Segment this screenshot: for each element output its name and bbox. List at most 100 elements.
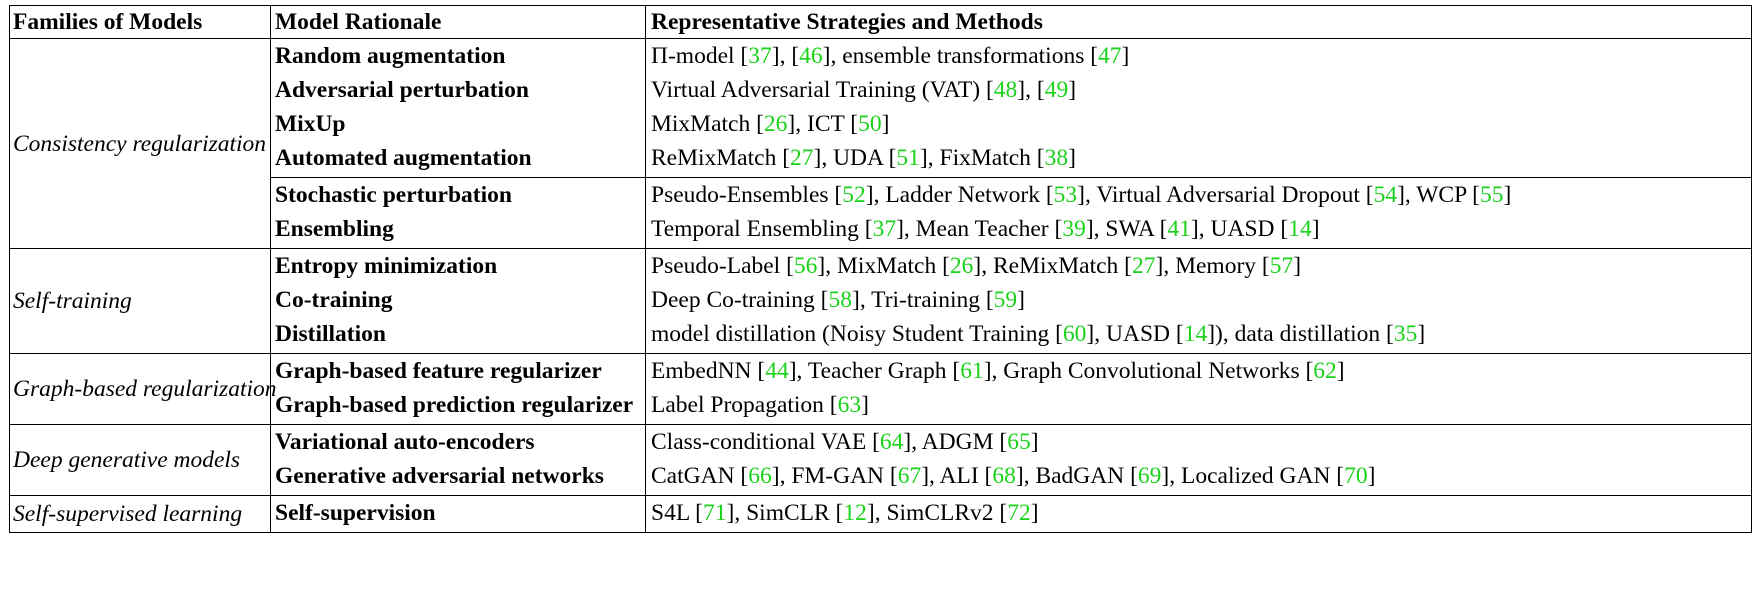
rationale-cell: Co-training [275,287,393,313]
citation-link[interactable]: 51 [896,145,920,171]
citation-link[interactable]: 61 [960,358,984,384]
methods-cell: Temporal Ensembling [37], Mean Teacher [… [651,214,1320,244]
rationale-cell: Random augmentation [275,43,506,69]
rationale-cell: Self-supervision [275,500,436,526]
citation-link[interactable]: 37 [872,216,897,242]
header-rationale: Model Rationale [275,9,442,35]
method-text: ], Graph Convolutional Networks [ [983,358,1314,384]
header-families: Families of Models [13,9,203,35]
citation-link[interactable]: 66 [748,463,772,489]
method-text: ] [1293,253,1302,279]
citation-link[interactable]: 27 [790,145,814,171]
method-text: ], ReMixMatch [ [973,253,1133,279]
method-text: Class-conditional VAE [ [651,429,880,455]
citation-link[interactable]: 37 [748,43,772,69]
method-text: ], ADGM [ [903,429,1008,455]
method-text: ], MixMatch [ [817,253,950,279]
citation-link[interactable]: 53 [1053,182,1078,208]
citation-link[interactable]: 39 [1062,216,1086,242]
method-text: ], ALI [ [921,463,993,489]
citation-link[interactable]: 64 [879,429,904,455]
citation-link[interactable]: 57 [1269,253,1294,279]
citation-link[interactable]: 68 [992,463,1016,489]
block-rule [270,177,1752,178]
citation-link[interactable]: 49 [1044,77,1069,103]
methods-cell: model distillation (Noisy Student Traini… [651,319,1425,349]
method-text: ], WCP [ [1397,182,1480,208]
citation-link[interactable]: 14 [1288,216,1312,242]
method-text: ], Localized GAN [ [1161,463,1345,489]
method-text: ], Mean Teacher [ [896,216,1063,242]
methods-cell: S4L [71], SimCLR [12], SimCLRv2 [72] [651,498,1039,528]
citation-link[interactable]: 71 [703,500,727,526]
table-right-border [1751,5,1752,533]
citation-link[interactable]: 59 [993,287,1018,313]
citation-link[interactable]: 38 [1044,145,1069,171]
family-label: Consistency regularization [13,130,267,157]
family-label: Self-training [13,288,132,314]
col2-separator [645,5,646,533]
citation-link[interactable]: 54 [1373,182,1398,208]
citation-link[interactable]: 14 [1183,321,1208,347]
methods-cell: ReMixMatch [27], UDA [51], FixMatch [38] [651,143,1076,173]
method-text: ], Virtual Adversarial Dropout [ [1077,182,1374,208]
citation-link[interactable]: 27 [1132,253,1156,279]
method-text: ] [1417,321,1426,347]
citation-link[interactable]: 50 [858,111,882,137]
citation-link[interactable]: 46 [799,43,823,69]
citation-link[interactable]: 62 [1313,358,1337,384]
citation-link[interactable]: 70 [1344,463,1368,489]
citation-link[interactable]: 67 [897,463,922,489]
citation-link[interactable]: 69 [1137,463,1162,489]
method-text: ]), data distillation [ [1207,321,1394,347]
citation-link[interactable]: 47 [1098,43,1122,69]
method-text: ], [ [771,43,800,69]
header-methods: Representative Strategies and Methods [651,9,1043,35]
citation-link[interactable]: 35 [1393,321,1418,347]
method-text: ] [1311,216,1320,242]
rationale-cell: Distillation [275,321,386,347]
method-text: ], UDA [ [813,145,897,171]
rationale-cell: Entropy minimization [275,253,498,279]
citation-link[interactable]: 12 [843,500,867,526]
method-text: ], FM-GAN [ [771,463,898,489]
method-text: ] [1068,77,1077,103]
methods-cell: MixMatch [26], ICT [50] [651,109,889,139]
citation-link[interactable]: 63 [837,392,862,418]
method-text: ] [1017,287,1025,313]
family-label: Graph-based regularization [13,376,277,402]
citation-link[interactable]: 48 [993,77,1018,103]
citation-link[interactable]: 52 [842,182,866,208]
method-text: ], Teacher Graph [ [788,358,961,384]
method-text: Π-model [ [651,43,749,69]
citation-link[interactable]: 58 [828,287,853,313]
methods-cell: Virtual Adversarial Training (VAT) [48],… [651,75,1076,105]
rationale-cell: Graph-based feature regularizer [275,358,602,384]
citation-link[interactable]: 55 [1479,182,1504,208]
method-text: ], UASD [ [1086,321,1184,347]
family-label: Deep generative models [13,447,241,473]
method-text: ], Memory [ [1155,253,1270,279]
citation-link[interactable]: 44 [765,358,789,384]
rationale-cell: Generative adversarial networks [275,463,604,489]
citation-link[interactable]: 60 [1062,321,1087,347]
methods-cell: Class-conditional VAE [64], ADGM [65] [651,427,1039,457]
citation-link[interactable]: 65 [1007,429,1031,455]
method-text: EmbedNN [ [651,358,766,384]
methods-cell: CatGAN [66], FM-GAN [67], ALI [68], BadG… [651,461,1375,491]
citation-link[interactable]: 26 [949,253,974,279]
method-text: ], ensemble transformations [ [822,43,1099,69]
method-text: ], FixMatch [ [919,145,1045,171]
method-text: ] [1336,358,1345,384]
method-text: ], SimCLRv2 [ [866,500,1008,526]
citation-link[interactable]: 56 [793,253,818,279]
citation-link[interactable]: 26 [763,111,788,137]
citation-link[interactable]: 72 [1007,500,1031,526]
group-rule [9,424,1752,425]
method-text: ], ICT [ [787,111,859,137]
method-text: MixMatch [ [651,111,764,137]
method-text: ], SimCLR [ [726,500,844,526]
method-text: ] [1030,500,1039,526]
citation-link[interactable]: 41 [1167,216,1191,242]
group-rule [9,353,1752,354]
